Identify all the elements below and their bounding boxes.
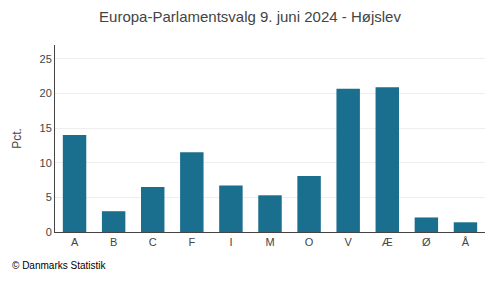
svg-text:A: A — [71, 236, 79, 248]
svg-text:F: F — [188, 236, 195, 248]
svg-text:M: M — [265, 236, 274, 248]
svg-text:25: 25 — [40, 53, 52, 65]
svg-text:C: C — [149, 236, 157, 248]
svg-text:I: I — [229, 236, 232, 248]
svg-text:B: B — [110, 236, 117, 248]
svg-text:Pct.: Pct. — [10, 128, 24, 149]
svg-text:O: O — [305, 236, 314, 248]
svg-text:10: 10 — [40, 157, 52, 169]
svg-text:0: 0 — [46, 226, 52, 238]
svg-text:15: 15 — [40, 122, 52, 134]
svg-text:Æ: Æ — [382, 236, 393, 248]
svg-text:© Danmarks Statistik: © Danmarks Statistik — [12, 260, 107, 271]
svg-text:Å: Å — [462, 236, 470, 248]
svg-text:Ø: Ø — [422, 236, 431, 248]
svg-text:Europa-Parlamentsvalg 9. juni: Europa-Parlamentsvalg 9. juni 2024 - Høj… — [99, 8, 401, 25]
svg-text:V: V — [345, 236, 353, 248]
svg-text:20: 20 — [40, 87, 52, 99]
svg-text:5: 5 — [46, 191, 52, 203]
